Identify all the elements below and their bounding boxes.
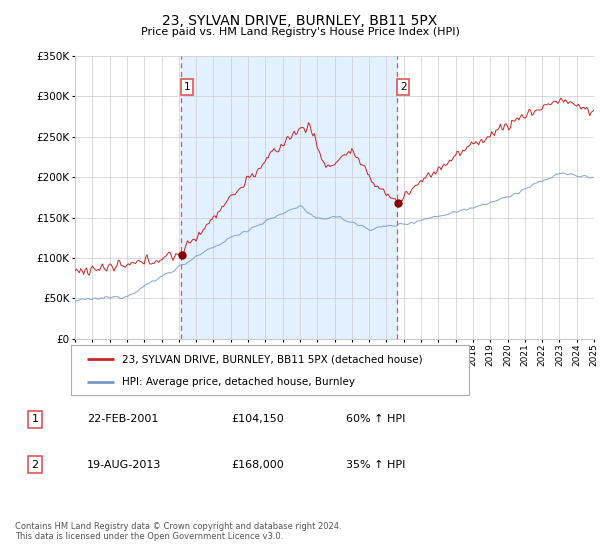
Text: 35% ↑ HPI: 35% ↑ HPI: [346, 460, 406, 470]
Text: 2: 2: [31, 460, 38, 470]
Text: 23, SYLVAN DRIVE, BURNLEY, BB11 5PX (detached house): 23, SYLVAN DRIVE, BURNLEY, BB11 5PX (det…: [122, 354, 422, 365]
Text: HPI: Average price, detached house, Burnley: HPI: Average price, detached house, Burn…: [122, 377, 355, 387]
Text: 19-AUG-2013: 19-AUG-2013: [87, 460, 161, 470]
FancyBboxPatch shape: [71, 345, 469, 395]
Text: 1: 1: [32, 414, 38, 424]
Text: £168,000: £168,000: [231, 460, 284, 470]
Text: £104,150: £104,150: [231, 414, 284, 424]
Text: 23, SYLVAN DRIVE, BURNLEY, BB11 5PX: 23, SYLVAN DRIVE, BURNLEY, BB11 5PX: [163, 14, 437, 28]
Text: Contains HM Land Registry data © Crown copyright and database right 2024.
This d: Contains HM Land Registry data © Crown c…: [15, 522, 341, 542]
Text: 1: 1: [184, 82, 190, 92]
Text: 2: 2: [400, 82, 407, 92]
Text: 22-FEB-2001: 22-FEB-2001: [87, 414, 158, 424]
Text: Price paid vs. HM Land Registry's House Price Index (HPI): Price paid vs. HM Land Registry's House …: [140, 27, 460, 37]
Text: 60% ↑ HPI: 60% ↑ HPI: [346, 414, 406, 424]
Bar: [181, 56, 397, 339]
